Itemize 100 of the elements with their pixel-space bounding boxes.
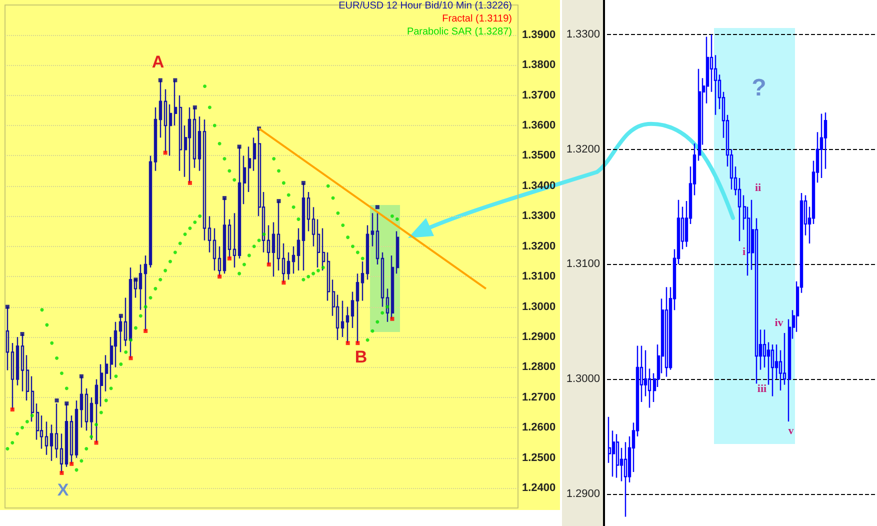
- candlestick: [356, 272, 360, 344]
- candlestick: [276, 200, 280, 272]
- point: [222, 196, 227, 200]
- candlestick: [134, 279, 138, 298]
- point: [356, 341, 360, 346]
- point: [346, 341, 350, 346]
- candlestick: [616, 434, 620, 478]
- candlestick: [20, 333, 24, 392]
- candlestick: [346, 306, 350, 344]
- candlestick: [370, 212, 374, 247]
- candlestick: [6, 306, 10, 371]
- y-tick-label: 1.3100: [566, 258, 600, 270]
- point: [301, 180, 306, 185]
- candlestick: [326, 252, 330, 302]
- candlestick: [218, 246, 222, 278]
- candlestick: [698, 68, 702, 162]
- point: [60, 470, 64, 475]
- y-tick-label: 1.3900: [522, 28, 556, 41]
- point: [390, 316, 394, 321]
- candlestick: [212, 228, 216, 272]
- candlestick: [316, 218, 320, 268]
- candlestick: [94, 378, 98, 444]
- candlestick: [202, 118, 206, 241]
- candlestick: [104, 354, 108, 392]
- candlestick: [306, 191, 310, 232]
- text: Parabolic SAR (1.3287): [406, 26, 512, 38]
- candlestick: [100, 364, 104, 408]
- candlestick: [158, 80, 162, 138]
- candlestick: [208, 216, 212, 254]
- candlestick: [84, 388, 88, 432]
- candlestick: [138, 264, 142, 310]
- candlestick: [178, 94, 182, 172]
- candlestick: [252, 137, 256, 172]
- candlestick: [64, 402, 68, 468]
- y-tick-label: 1.3300: [566, 28, 600, 40]
- point: [266, 262, 271, 267]
- y-tick-label: 1.3000: [522, 300, 556, 313]
- point: [276, 199, 281, 204]
- candlestick: [272, 222, 276, 278]
- candlestick: [188, 106, 192, 184]
- point: [173, 78, 178, 82]
- point: [158, 78, 162, 82]
- candlestick: [380, 252, 384, 308]
- y-tick-label: 1.2700: [522, 391, 556, 404]
- point: [237, 144, 242, 149]
- annotation: X: [57, 480, 70, 500]
- candlestick: [322, 228, 326, 272]
- candlestick: [366, 224, 370, 280]
- point: [70, 462, 74, 466]
- candlestick: [296, 228, 300, 272]
- point: [144, 328, 148, 333]
- candlestick: [70, 414, 74, 464]
- candlestick: [286, 252, 290, 280]
- y-tick-label: 1.3100: [522, 270, 556, 283]
- point: [188, 180, 192, 185]
- point: [10, 408, 14, 412]
- point: [20, 332, 24, 336]
- y-tick-label: 1.3200: [566, 143, 600, 156]
- candlestick: [44, 421, 48, 456]
- annotation: i: [742, 246, 746, 258]
- candlestick: [396, 230, 400, 274]
- candlestick: [30, 376, 34, 422]
- candlestick: [222, 197, 226, 274]
- annotation: A: [152, 52, 164, 72]
- point: [375, 205, 380, 210]
- y-tick-label: 1.2900: [566, 488, 600, 500]
- y-tick-label: 1.2600: [522, 422, 556, 434]
- candlestick: [238, 146, 242, 260]
- annotation: ii: [754, 182, 762, 194]
- candlestick: [128, 266, 132, 359]
- point: [64, 401, 69, 406]
- candlestick: [292, 246, 296, 274]
- candlestick: [820, 113, 824, 179]
- point: [54, 398, 59, 402]
- candlestick: [232, 212, 236, 268]
- point: [94, 440, 98, 445]
- point: [227, 256, 232, 260]
- candlestick: [770, 344, 774, 397]
- candlestick: [124, 297, 128, 347]
- y-tick-label: 1.3500: [522, 150, 556, 162]
- point: [282, 280, 286, 285]
- candlestick: [664, 286, 668, 378]
- candlestick: [340, 300, 344, 338]
- annotation: ?: [752, 74, 766, 102]
- candlestick: [302, 182, 306, 272]
- y-tick-label: 1.3300: [522, 210, 556, 222]
- candlestick: [248, 146, 252, 193]
- y-tick-label: 1.2500: [522, 452, 556, 464]
- point: [218, 274, 222, 279]
- candlestick: [350, 291, 354, 329]
- candlestick: [376, 212, 380, 266]
- text: Fractal (1.3119): [442, 14, 512, 24]
- candlestick: [50, 424, 54, 462]
- point: [134, 278, 138, 282]
- candlestick: [360, 260, 364, 302]
- candlestick: [16, 336, 20, 386]
- y-tick-label: 1.2400: [522, 482, 556, 494]
- candlestick: [266, 224, 270, 266]
- y-tick-label: 1.2800: [522, 361, 556, 374]
- point: [5, 304, 10, 309]
